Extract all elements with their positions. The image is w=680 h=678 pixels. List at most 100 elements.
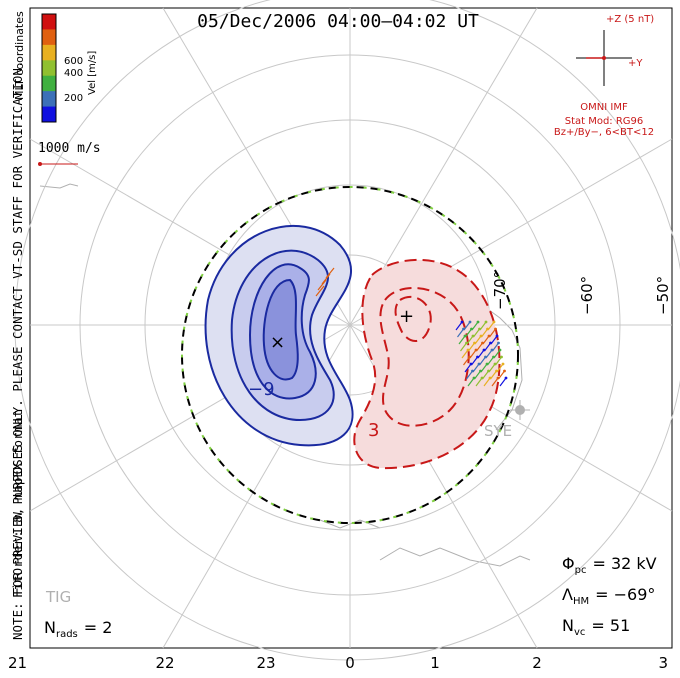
imf-y-label: +Y bbox=[628, 58, 643, 69]
fit-order: FitOrder: 8, mapEX format bbox=[10, 410, 25, 598]
potential-max-marker: + bbox=[399, 306, 414, 327]
imf-source: OMNI IMF bbox=[580, 102, 628, 113]
colorbar-swatch bbox=[42, 106, 56, 123]
velocity-colorbar bbox=[41, 13, 57, 123]
colorbar-swatch bbox=[42, 60, 56, 77]
velocity-vector-origin bbox=[479, 369, 482, 373]
velocity-vector-origin bbox=[462, 327, 465, 331]
velocity-vector bbox=[495, 356, 502, 366]
plot-frame bbox=[29, 7, 673, 649]
velocity-vector bbox=[321, 273, 331, 285]
velocity-vector-origin bbox=[482, 348, 486, 352]
velocity-vector-origin bbox=[495, 334, 499, 338]
velocity-vector-origin bbox=[466, 348, 470, 352]
velocity-vector bbox=[476, 342, 483, 352]
map-stats: Φpc = 32 kV ΛHM = −69° Nvc = 51 Nrads = 2 bbox=[44, 554, 657, 640]
hm-boundary-accent bbox=[181, 186, 519, 524]
colorbar-frame bbox=[41, 13, 57, 123]
velocity-vector-origin bbox=[501, 362, 505, 366]
colorbar-tick-600: 600 bbox=[64, 56, 83, 67]
imf-dial: +Z (5 nT) +Y OMNI IMF Stat Mod: RG96 Bz+… bbox=[554, 14, 654, 138]
velocity-vector-origin bbox=[484, 320, 488, 324]
velocity-vector bbox=[458, 335, 466, 345]
velocity-vector bbox=[484, 342, 491, 352]
mlt-tick-label: 0 bbox=[345, 654, 355, 672]
velocity-vector-origin bbox=[489, 341, 492, 345]
velocity-vector-origin bbox=[460, 320, 464, 324]
mlt-axis: 21 22 23 0 1 2 3 bbox=[8, 654, 668, 672]
velocity-vector bbox=[472, 363, 480, 373]
stat-nrads: Nrads = 2 bbox=[44, 618, 112, 640]
mlt-tick-label: 2 bbox=[532, 654, 542, 672]
velocity-vector-origin bbox=[478, 327, 481, 331]
velocity-vector bbox=[489, 328, 496, 338]
velocity-vector-origin bbox=[474, 348, 478, 352]
colorbar-swatch bbox=[42, 75, 56, 92]
velocity-vector bbox=[466, 370, 473, 380]
velocity-vector-origin bbox=[498, 348, 502, 352]
velocity-vector bbox=[479, 356, 486, 366]
colorbar-swatch bbox=[42, 29, 56, 46]
velocity-vector-origin bbox=[476, 355, 479, 359]
station-label-tig: TIG bbox=[45, 588, 71, 606]
velocity-vector-origin bbox=[503, 369, 506, 373]
velocity-vector-origin bbox=[471, 334, 475, 338]
velocity-vector bbox=[481, 328, 488, 338]
velocity-vector bbox=[471, 321, 479, 331]
preview-watermark: NOTE: FOR PREVIEW PURPOSES ONLY. PLEASE … bbox=[10, 61, 25, 640]
velocity-vector bbox=[469, 349, 477, 359]
velocity-vector bbox=[475, 377, 483, 387]
mlt-tick-label: 3 bbox=[658, 654, 668, 672]
velocity-vector-origin bbox=[468, 355, 471, 359]
velocity-vectors bbox=[315, 267, 508, 387]
velocity-vector bbox=[317, 279, 327, 291]
mlt-tick-label: 21 bbox=[8, 654, 27, 672]
velocity-vector-origin bbox=[493, 362, 497, 366]
velocity-vector bbox=[467, 377, 475, 387]
velocity-vector bbox=[455, 321, 463, 331]
velocity-vector-origin bbox=[465, 341, 468, 345]
colorbar-swatch bbox=[42, 14, 56, 30]
velocity-vector-origin bbox=[494, 327, 497, 331]
stat-phi: Φpc = 32 kV bbox=[562, 554, 657, 576]
velocity-vector bbox=[498, 370, 505, 380]
colorbar-tick-200: 200 bbox=[64, 93, 83, 104]
velocity-vector-origin bbox=[479, 334, 483, 338]
velocity-vector bbox=[485, 349, 493, 359]
velocity-vector-origin bbox=[471, 369, 474, 373]
lat-label-60: −60° bbox=[578, 276, 596, 315]
velocity-vector bbox=[471, 356, 478, 366]
velocity-vector-origin bbox=[477, 362, 481, 366]
mlt-tick-label: 22 bbox=[155, 654, 174, 672]
positive-cell: 3 + bbox=[353, 258, 501, 470]
velocity-vector bbox=[480, 363, 488, 373]
velocity-vector bbox=[482, 370, 489, 380]
imf-model-2: Bz+/By−, 6<BT<12 bbox=[554, 127, 654, 138]
negative-cell: −9 × bbox=[204, 224, 354, 447]
velocity-vector-origin bbox=[492, 355, 495, 359]
negative-contour-label: −9 bbox=[248, 379, 275, 400]
colorbar-swatch bbox=[42, 91, 56, 108]
velocity-vector bbox=[474, 370, 481, 380]
velocity-vector-origin bbox=[484, 355, 487, 359]
velocity-vector bbox=[492, 342, 499, 352]
mlt-tick-label: 1 bbox=[430, 654, 440, 672]
velocity-vector bbox=[496, 363, 504, 373]
velocity-vector-origin bbox=[495, 369, 498, 373]
velocity-vector bbox=[466, 335, 474, 345]
velocity-vector-origin bbox=[472, 376, 476, 380]
velocity-vector bbox=[491, 377, 499, 387]
velocity-vector bbox=[490, 370, 497, 380]
velocity-vector-origin bbox=[476, 320, 480, 324]
velocity-vector bbox=[468, 342, 475, 352]
colorbar-swatch bbox=[42, 44, 56, 61]
positive-contour-label: 3 bbox=[368, 420, 379, 441]
velocity-vector bbox=[487, 321, 495, 331]
velocity-vector-origin bbox=[487, 369, 490, 373]
velocity-vector bbox=[499, 377, 507, 387]
velocity-vector bbox=[479, 321, 487, 331]
velocity-vector bbox=[473, 328, 480, 338]
coord-label: MLT coordinates bbox=[13, 11, 26, 100]
velocity-vector bbox=[483, 377, 491, 387]
